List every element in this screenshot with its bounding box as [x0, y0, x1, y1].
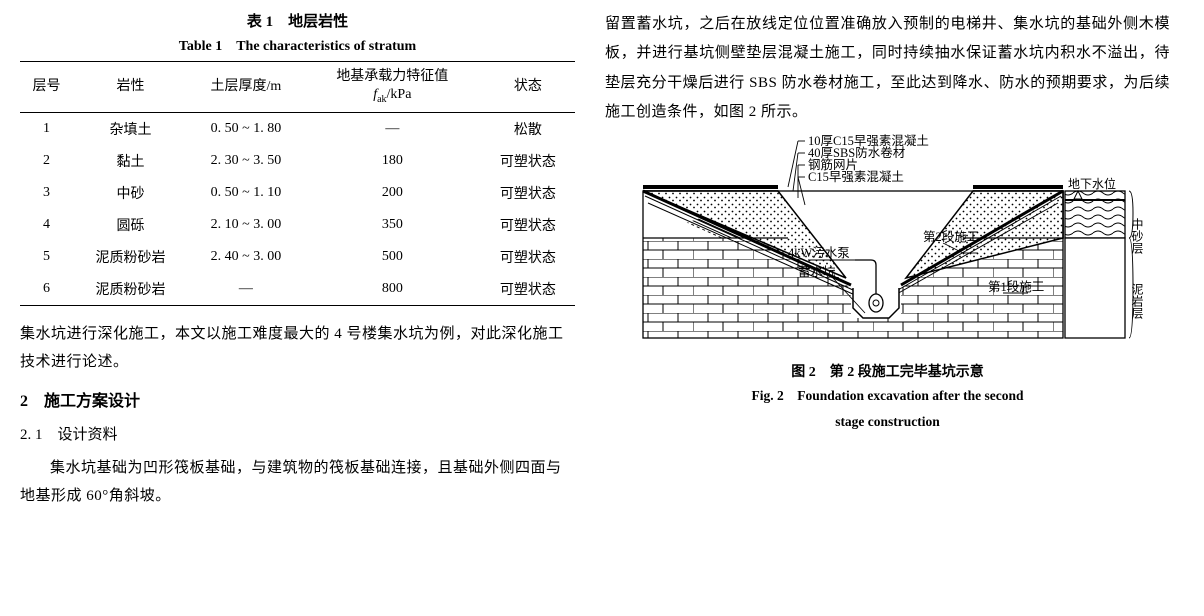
table-row: 5 泥质粉砂岩 2. 40 ~ 3. 00 500 可塑状态	[20, 241, 575, 273]
th-layer: 层号	[20, 62, 73, 113]
section-2-1-heading: 2. 1 设计资料	[20, 421, 575, 450]
left-paragraph-1: 集水坑进行深化施工，本文以施工难度最大的 4 号楼集水坑为例，对此深化施工技术进…	[20, 320, 575, 377]
table-caption-cn: 表 1 地层岩性	[20, 10, 575, 31]
fig2-label-7: 第2段施工	[923, 229, 979, 244]
th-thick: 土层厚度/m	[188, 62, 304, 113]
right-paragraph-1: 留置蓄水坑，之后在放线定位位置准确放入预制的电梯井、集水坑的基础外侧木模板，并进…	[605, 10, 1170, 127]
th-bearing: 地基承载力特征值 fak/kPa	[304, 62, 481, 113]
table-row: 3 中砂 0. 50 ~ 1. 10 200 可塑状态	[20, 177, 575, 209]
figure-2-caption-cn: 图 2 第 2 段施工完毕基坑示意	[605, 361, 1170, 381]
table-row: 6 泥质粉砂岩 — 800 可塑状态	[20, 273, 575, 306]
fig2-label-4: C15早强素混凝土	[808, 169, 904, 184]
table-caption-en: Table 1 The characteristics of stratum	[20, 35, 575, 55]
figure-2-caption-en-line2: stage construction	[605, 411, 1170, 433]
fig2-label-water: 地下水位	[1068, 176, 1116, 191]
fig2-label-6: 蓄水坑	[798, 264, 836, 279]
table-row: 2 黏土 2. 30 ~ 3. 50 180 可塑状态	[20, 145, 575, 177]
fig2-label-8: 第1段施工	[988, 279, 1044, 294]
section-2-heading: 2 施工方案设计	[20, 387, 575, 417]
th-lith: 岩性	[73, 62, 188, 113]
table-row: 4 圆砾 2. 10 ~ 3. 00 350 可塑状态	[20, 209, 575, 241]
left-paragraph-2: 集水坑基础为凹形筏板基础，与建筑物的筏板基础连接，且基础外侧四面与地基形成 60…	[20, 454, 575, 511]
figure-2-caption-en-line1: Fig. 2 Foundation excavation after the s…	[605, 385, 1170, 407]
th-state: 状态	[481, 62, 575, 113]
table-header-row: 层号 岩性 土层厚度/m 地基承载力特征值 fak/kPa 状态	[20, 62, 575, 113]
table-row: 1 杂填土 0. 50 ~ 1. 80 — 松散	[20, 112, 575, 145]
fig2-label-rock: 泥岩层	[1130, 283, 1143, 320]
stratum-table: 层号 岩性 土层厚度/m 地基承载力特征值 fak/kPa 状态 1 杂填土 0…	[20, 61, 575, 306]
fig2-label-5: 4kW污水泵	[788, 246, 850, 260]
figure-2: 中砂层 泥岩层 地下水位 10厚C15早强素混凝土 40厚SBS防水卷材 钢筋网…	[605, 133, 1170, 353]
figure-2-svg: 中砂层 泥岩层 地下水位 10厚C15早强素混凝土 40厚SBS防水卷材 钢筋网…	[633, 133, 1143, 348]
